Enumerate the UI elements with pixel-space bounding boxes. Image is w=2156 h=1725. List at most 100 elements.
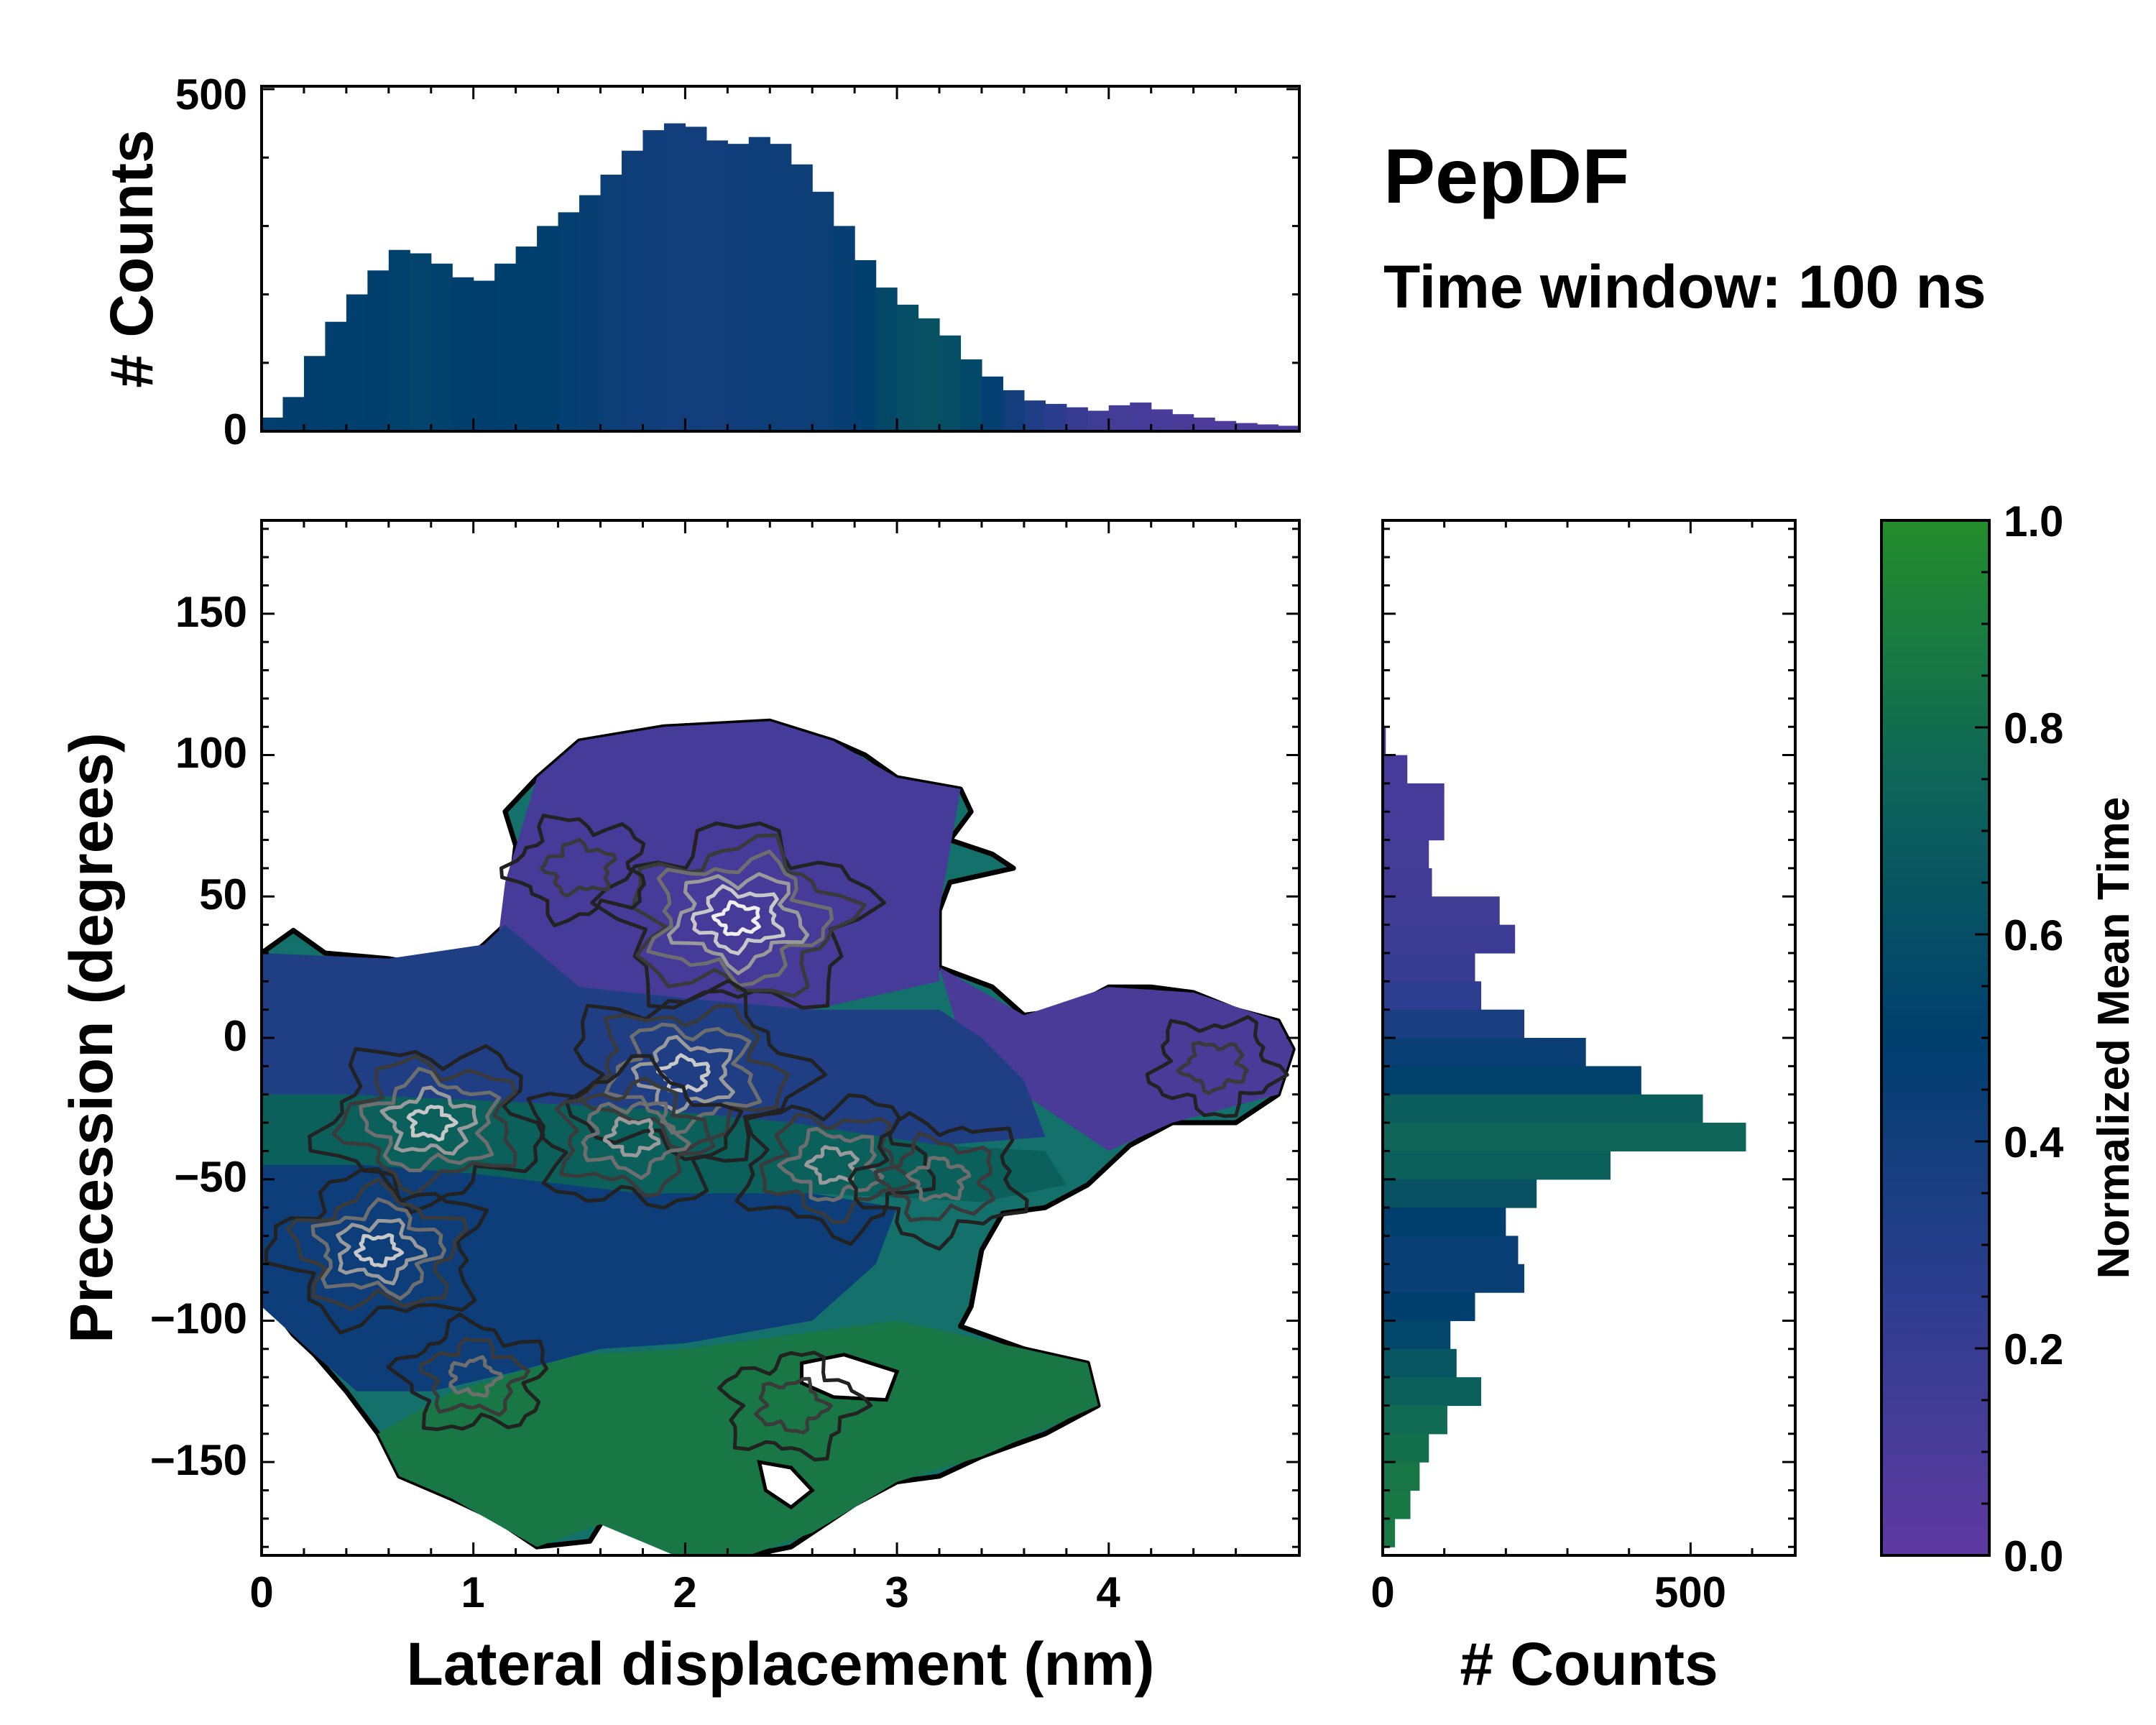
density-contour — [804, 1145, 860, 1185]
top-hist-bar — [262, 417, 284, 431]
right-hist-bar — [1383, 783, 1445, 812]
colorbar-gradient — [1880, 519, 1991, 1557]
density-contour — [359, 1067, 502, 1172]
right-hist-bar — [1383, 1320, 1451, 1350]
right-hist-bar — [1383, 896, 1500, 926]
top-hist-bar — [663, 123, 686, 431]
top-hist-bar — [833, 226, 855, 431]
top-hist-bar — [388, 249, 410, 431]
top-hist-bar — [600, 175, 622, 431]
main-xtick-3: 3 — [885, 1568, 908, 1616]
right-hist-bar — [1383, 755, 1408, 784]
right-histogram: 0 500 # Counts — [1370, 519, 1797, 1698]
density-contour — [711, 900, 761, 937]
density-contour — [759, 1112, 916, 1224]
top-histogram-bars — [262, 123, 1300, 432]
density-contour — [555, 1076, 716, 1198]
density-contour — [264, 1167, 489, 1335]
main-ytick-neg100: −100 — [150, 1294, 247, 1343]
top-histogram-ticks — [260, 86, 1299, 433]
colorbar-ticks — [1975, 519, 1989, 1557]
main-ytick-neg150: −150 — [150, 1436, 247, 1484]
top-hist-bar — [918, 318, 940, 431]
colorbar-tick-0.6: 0.6 — [2004, 911, 2063, 960]
right-hist-bar — [1383, 1518, 1396, 1547]
right-hist-xtick-500: 500 — [1654, 1568, 1726, 1616]
top-hist-bar — [1108, 405, 1130, 431]
right-hist-bar — [1383, 868, 1432, 897]
density-contour — [602, 1116, 661, 1158]
top-hist-bar — [282, 397, 305, 431]
density-contour — [1176, 1041, 1249, 1095]
right-histogram-bars — [1383, 727, 1746, 1547]
density-contour — [754, 1376, 833, 1435]
colorbar-tick-0.8: 0.8 — [2004, 704, 2063, 753]
density-contour — [310, 1197, 447, 1301]
main-xtick-labels: 0 1 2 3 4 — [249, 1568, 1120, 1616]
top-hist-bar — [1193, 417, 1215, 431]
right-hist-bar — [1383, 1151, 1611, 1180]
right-hist-bar — [1383, 1462, 1420, 1491]
density-contour — [540, 837, 617, 898]
right-hist-bar — [1383, 1179, 1537, 1208]
top-hist-bar — [1066, 407, 1088, 431]
colorbar-tick-0.0: 0.0 — [2004, 1532, 2063, 1581]
top-hist-bar — [558, 212, 580, 431]
top-hist-ylabel: # Counts — [98, 129, 165, 387]
density-contour — [776, 1126, 885, 1202]
top-hist-bar — [770, 144, 792, 431]
main-2d-histogram: 0 1 2 3 4 −150 −100 −50 0 50 100 150 Lat… — [57, 519, 1301, 1698]
top-hist-bar — [303, 356, 326, 431]
colorbar-label: Normalized Mean Time — [2089, 797, 2139, 1279]
density-contour — [286, 1177, 469, 1311]
density-contour — [847, 1111, 1029, 1251]
density-contour — [576, 1003, 791, 1154]
top-hist-ytick-500: 500 — [175, 70, 247, 119]
main-xtick-4: 4 — [1096, 1568, 1120, 1616]
blue-zone-lower — [262, 1165, 898, 1392]
top-hist-bar — [410, 253, 432, 431]
density-contour — [581, 1101, 691, 1180]
right-hist-bar — [1383, 1490, 1411, 1519]
main-xlabel: Lateral displacement (nm) — [407, 1630, 1155, 1698]
main-xtick-1: 1 — [461, 1568, 484, 1616]
right-hist-bar — [1383, 952, 1475, 982]
right-hist-bar — [1383, 1405, 1447, 1435]
right-hist-bar — [1383, 1208, 1506, 1237]
top-hist-ytick-0: 0 — [224, 405, 247, 454]
right-hist-bar — [1383, 1377, 1482, 1407]
density-contour — [717, 1351, 873, 1462]
purple-zone — [494, 721, 961, 1010]
top-hist-bar — [1215, 420, 1237, 431]
right-histogram-ticks — [1381, 520, 1795, 1555]
top-hist-bar — [791, 164, 813, 431]
top-histogram-frame — [260, 85, 1301, 433]
top-hist-bar — [1045, 403, 1067, 431]
density-contour — [386, 1312, 549, 1432]
density-contour — [734, 1093, 936, 1246]
top-hist-bar — [685, 126, 707, 432]
figure-title: PepDF — [1383, 132, 1629, 219]
density-contours — [264, 814, 1289, 1462]
main-ytick-0: 0 — [224, 1012, 247, 1060]
density-contour — [499, 814, 646, 928]
top-hist-bar — [812, 191, 834, 431]
top-hist-bar — [706, 140, 728, 431]
top-hist-bar — [1257, 424, 1279, 431]
density-contour — [336, 1218, 428, 1286]
right-hist-bar — [1383, 1038, 1586, 1067]
right-hist-xtick-0: 0 — [1370, 1568, 1394, 1616]
density-contour — [690, 884, 786, 956]
density-contour — [905, 1156, 972, 1202]
density-contour — [354, 1233, 405, 1268]
right-hist-bar — [1383, 1094, 1703, 1123]
top-hist-bar — [1023, 400, 1046, 431]
main-plot-ticks — [260, 520, 1299, 1555]
empty-pocket-small — [757, 1460, 815, 1510]
right-hist-bar — [1383, 924, 1516, 954]
right-hist-bar — [1383, 1066, 1641, 1095]
top-hist-bar — [1235, 423, 1258, 431]
density-contour — [565, 979, 828, 1163]
right-hist-bar — [1383, 811, 1445, 841]
density-contour — [631, 1035, 735, 1114]
